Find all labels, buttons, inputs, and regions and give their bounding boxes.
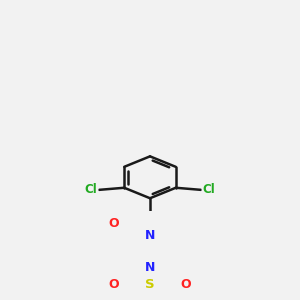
Text: Cl: Cl [85,183,98,196]
Text: O: O [108,217,119,230]
Text: S: S [145,278,155,291]
Text: N: N [145,230,155,242]
Text: O: O [109,278,119,291]
Text: Cl: Cl [202,183,215,196]
Text: N: N [145,230,155,242]
Text: N: N [145,261,155,274]
Text: O: O [181,278,191,291]
